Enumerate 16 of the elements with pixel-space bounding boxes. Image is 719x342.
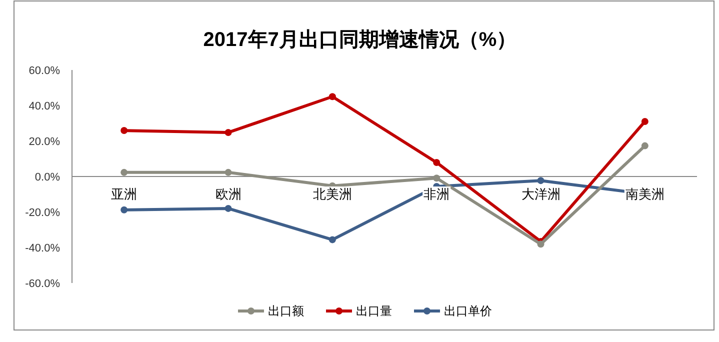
y-tick-label: 0.0%: [34, 172, 60, 184]
y-tick-label: -60.0%: [25, 278, 60, 290]
y-tick-label: 60.0%: [28, 65, 60, 77]
x-tick-label: 亚洲: [111, 186, 138, 202]
legend-label: 出口额: [268, 304, 304, 318]
x-tick-label: 北美洲: [312, 186, 352, 202]
x-tick-label: 非洲: [424, 186, 450, 202]
x-tick-label: 大洋洲: [521, 186, 560, 202]
chart-title: 2017年7月出口同期增速情况（%）: [203, 29, 517, 51]
y-tick-label: 40.0%: [28, 100, 60, 112]
y-tick-label: -40.0%: [25, 242, 60, 254]
y-tick-label: -20.0%: [25, 207, 60, 219]
legend-label: 出口单价: [444, 304, 492, 318]
legend-label: 出口量: [356, 304, 392, 318]
y-tick-label: 20.0%: [28, 136, 60, 148]
x-tick-label: 欧洲: [215, 186, 242, 202]
